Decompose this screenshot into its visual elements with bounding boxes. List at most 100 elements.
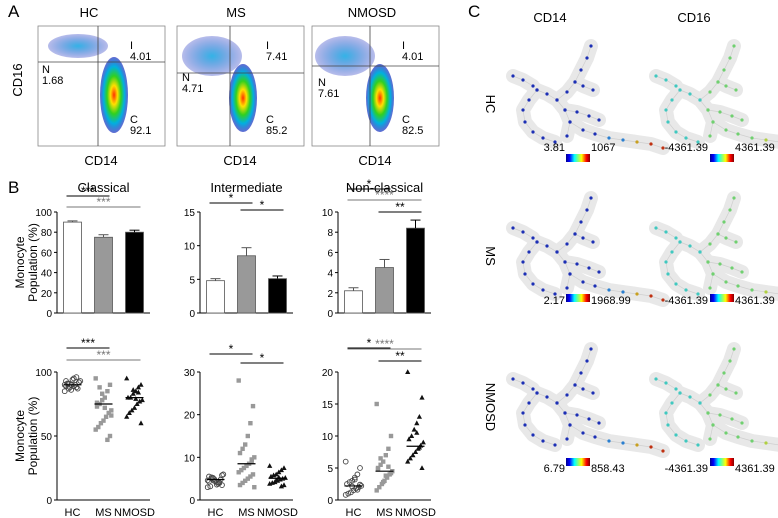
tree-node [585,359,589,363]
chart-scatter-4: 0 10 20 30 HC MS NMOSD * * [184,342,298,518]
gate-value: 92.1 [130,125,151,137]
data-point [381,459,386,464]
tree-edge [569,424,664,452]
scale-bar-hc-cd16: -4361.39 4361.39 [665,142,775,162]
tree-node [708,437,712,441]
y-tick-label: 0 [327,496,333,507]
data-point [129,407,135,413]
tree-node [565,134,569,138]
data-point [244,463,249,469]
panel-letter-a: A [8,2,20,21]
data-point [109,408,114,413]
tree-node [521,108,525,112]
data-point [76,379,82,386]
data-point [240,446,245,451]
tree-node [664,260,668,264]
y-tick-label: 40 [41,269,53,280]
tree-node [724,84,728,88]
tree-node [585,56,589,60]
tree-node [581,128,585,132]
tree-edge [569,121,664,149]
tree-node [666,423,670,427]
tree-node [674,282,678,286]
significance-label: *** [81,336,95,350]
chart-bar-1: Intermediate 0 5 10 15 * * [184,180,293,320]
tree-node [732,347,736,351]
flow-plot-ms: MS I 7.41 N 4.71 C 85.2 CD14 [176,5,305,168]
data-point [388,470,394,476]
data-point [414,430,420,435]
tree-node [666,272,670,276]
y-tick-label: 0 [46,309,52,320]
bar-hc [206,280,225,314]
tree-node [696,292,700,296]
tree-node [750,288,754,292]
tree-edge [564,261,600,273]
data-point [63,378,69,384]
tree-node [750,439,754,443]
tree-node [708,393,712,397]
y-tick-label: 100 [35,208,52,219]
data-point [105,437,110,443]
gate-label: I [402,40,405,52]
tree-node [621,441,625,445]
data-point [406,436,412,442]
tree-node [585,208,589,212]
tree-edge [556,348,592,404]
data-point [65,385,72,392]
y-tick-label: 0 [327,309,333,320]
y-tick-label: 6 [327,248,333,259]
tree-node [607,439,611,443]
tree-edge [536,89,571,137]
tree-node [696,443,700,447]
scale-max: 4361.39 [735,142,775,154]
tree-node [661,146,665,150]
data-point [354,471,361,478]
flow-plot-title: NMOSD [348,5,396,20]
tree-node [698,250,702,254]
bar-nmosd [125,231,144,314]
chart-ylabel: MonocytePopulation (%) [13,223,40,302]
gate-label: N [182,72,190,84]
tree-node [711,120,715,124]
data-point [237,450,243,456]
bar-ms [237,255,256,314]
data-point [139,397,145,403]
tree-node [531,130,535,134]
data-point [98,421,104,426]
gate-label: N [318,77,326,89]
tree-node [521,411,525,415]
x-tick-label: NMOSD [395,507,436,518]
tree-node [724,236,728,240]
tree-node [716,80,720,84]
density-cloud [229,64,257,132]
tree-edge [556,45,592,101]
data-point [386,446,391,451]
data-point [354,486,361,493]
tree-halo [563,418,670,458]
tree-node [565,437,569,441]
tree-node [527,98,531,102]
y-tick-label: 15 [184,208,196,219]
scale-min: 3.81 [544,142,565,154]
tree-node [649,142,653,146]
data-point [100,391,105,396]
data-point [102,405,107,411]
tree-node [575,262,579,266]
spade-row-label: MS [483,246,498,266]
tree-edge [712,121,778,143]
data-point [138,382,144,387]
tree-node [535,240,539,244]
data-point [250,403,256,409]
tree-node [740,421,744,425]
spade-tree-cd16 [649,191,778,301]
scale-bar-nmosd-cd14: 6.79 858.43 [544,458,625,475]
tree-node [728,208,732,212]
data-point [133,388,139,394]
tree-node [706,260,710,264]
tree-node [555,401,559,405]
x-tick-label: HC [65,507,81,518]
tree-node [531,387,535,391]
y-tick-label: 0 [46,496,52,507]
tree-node [674,84,678,88]
